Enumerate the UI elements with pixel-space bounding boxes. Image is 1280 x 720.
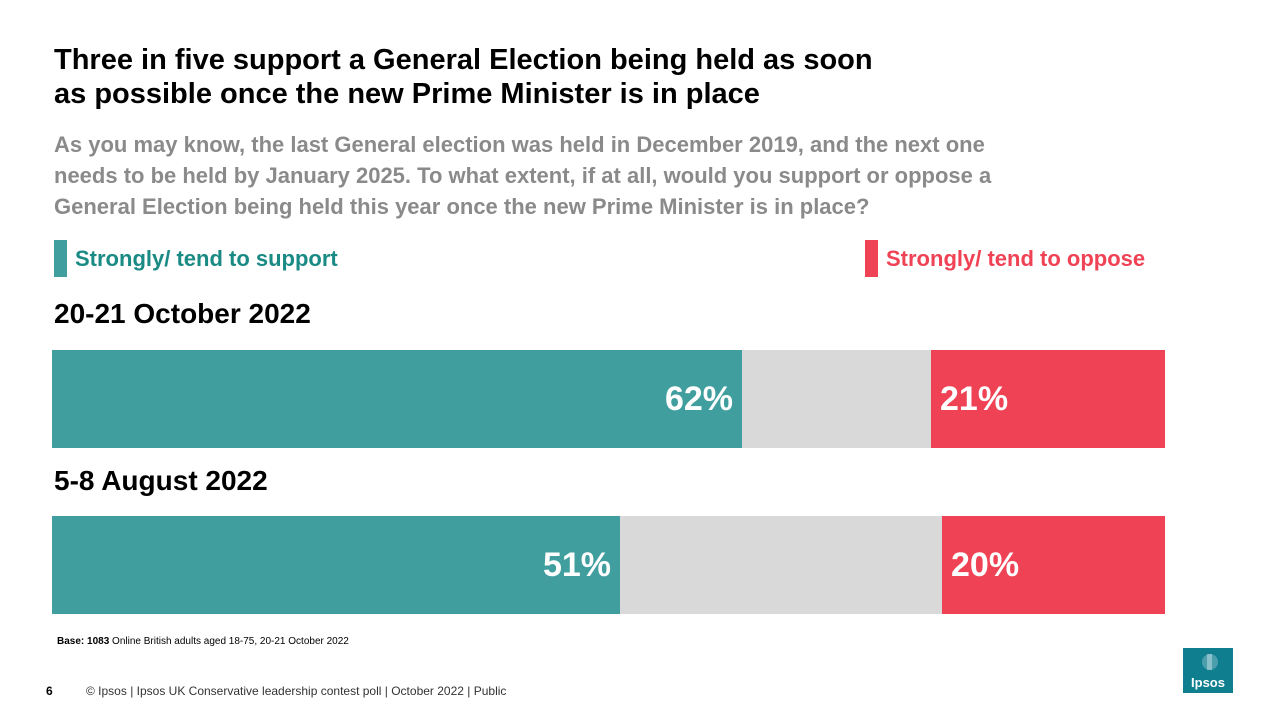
base-description: Online British adults aged 18-75, 20-21 … [109,636,349,647]
data-label-oppose-august: 20% [951,546,1020,584]
footer-text: © Ipsos | Ipsos UK Conservative leadersh… [86,684,507,698]
survey-question: As you may know, the last General electi… [54,129,1114,222]
logo-mark-icon [1202,654,1218,670]
question-line-2: needs to be held by January 2025. To wha… [54,163,992,188]
data-label-oppose-october: 21% [940,380,1009,418]
title-line-2: as possible once the new Prime Minister … [54,78,760,110]
chart-title: Three in five support a General Election… [54,43,1014,111]
ipsos-logo: Ipsos [1183,648,1233,693]
legend-support-label: Strongly/ tend to support [75,245,338,271]
legend-support: Strongly/ tend to support [54,240,338,277]
question-line-3: General Election being held this year on… [54,194,870,219]
data-label-support-october: 62% [664,380,733,418]
question-line-1: As you may know, the last General electi… [54,132,985,157]
legend-oppose-swatch [865,240,878,277]
bar-row-august: 51% 20% [52,516,1165,614]
bar-support-august [52,516,620,614]
bar-oppose-october [931,350,1165,448]
bar-middle-october [742,350,931,448]
base-count: Base: 1083 [57,636,110,647]
page-number: 6 [46,684,53,698]
period-label-august: 5-8 August 2022 [54,465,268,496]
legend-oppose: Strongly/ tend to oppose [865,240,1145,277]
legend-oppose-label: Strongly/ tend to oppose [886,245,1146,271]
bar-oppose-august [942,516,1165,614]
base-note: Base: 1083 Online British adults aged 18… [57,636,349,647]
bar-support-october [52,350,742,448]
data-label-support-august: 51% [542,546,611,584]
legend-support-swatch [54,240,67,277]
period-label-october: 20-21 October 2022 [54,298,311,329]
bar-middle-august [620,516,942,614]
title-line-1: Three in five support a General Election… [54,44,873,76]
bar-row-october: 62% 21% [52,350,1165,448]
logo-text: Ipsos [1191,675,1225,690]
